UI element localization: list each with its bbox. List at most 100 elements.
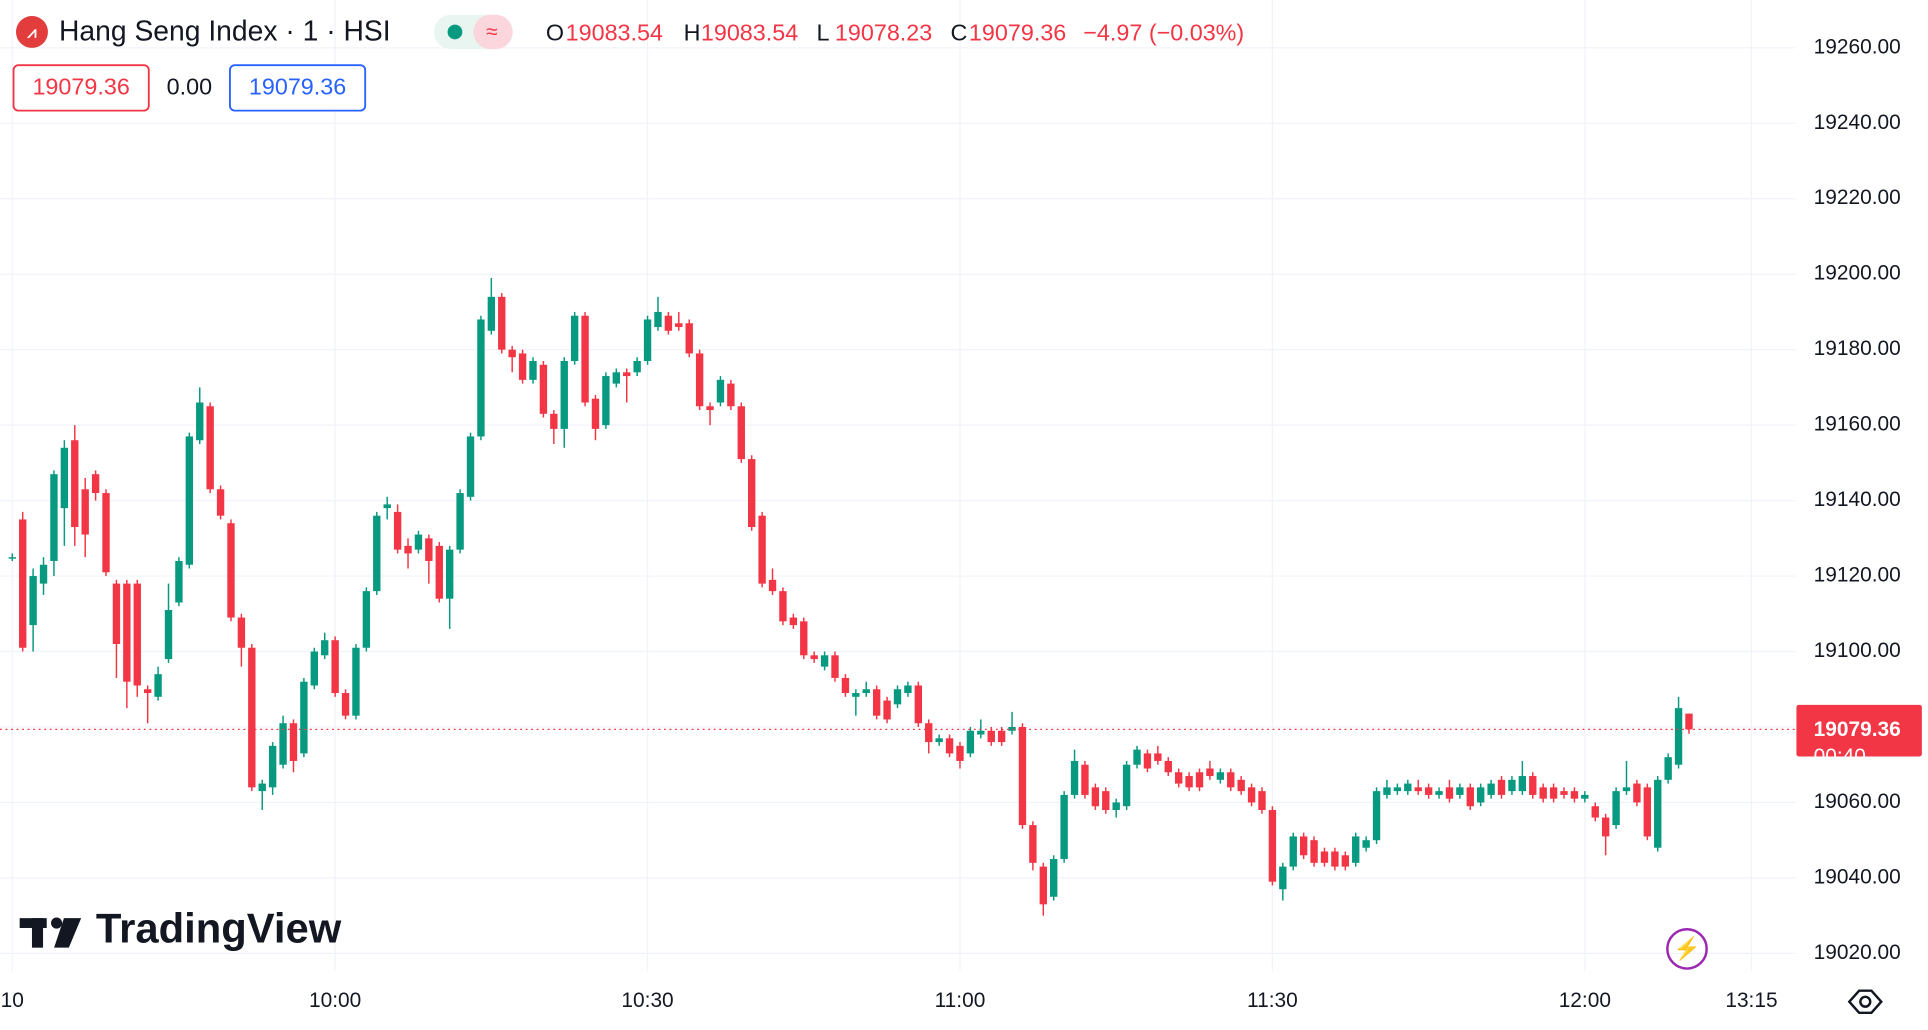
candle-body xyxy=(1643,787,1652,837)
x-tick-label: 11:30 xyxy=(1247,989,1298,1012)
y-tick-label: 19260.00 xyxy=(1814,35,1901,58)
candle-body xyxy=(1216,772,1225,780)
x-tick-label: 13:15 xyxy=(1725,989,1777,1012)
header-change: −4.97 (−0.03%) xyxy=(1083,20,1244,46)
candle-body xyxy=(768,579,777,592)
candle-body xyxy=(1622,787,1631,792)
candle-body xyxy=(643,319,652,361)
candle-body xyxy=(289,723,298,761)
candle-body xyxy=(872,689,881,716)
header-low-label: L xyxy=(816,20,829,46)
candle-body xyxy=(1206,768,1214,777)
delay-icon: ≈ xyxy=(486,21,497,44)
candle-body xyxy=(852,693,860,697)
candle-body xyxy=(143,689,152,694)
candle-body xyxy=(1018,726,1027,826)
y-tick-label: 19040.00 xyxy=(1814,865,1901,888)
candle-body xyxy=(268,745,277,788)
candle-body xyxy=(1497,779,1506,795)
candle-body xyxy=(425,538,433,561)
candle-body xyxy=(685,323,693,354)
candle-body xyxy=(1008,726,1016,731)
header-close-label: C xyxy=(950,20,967,46)
candle-body xyxy=(1050,859,1058,897)
candle-body xyxy=(1654,779,1662,848)
candle-body xyxy=(1195,772,1204,788)
candle-body xyxy=(1310,840,1318,863)
candle-body xyxy=(737,406,745,460)
candle-body xyxy=(820,655,829,667)
candle-body xyxy=(602,376,610,426)
candle-body xyxy=(185,436,194,565)
status-pill-right[interactable] xyxy=(473,14,513,50)
candle-body xyxy=(831,655,839,678)
candle-body xyxy=(352,647,360,716)
candle-body xyxy=(623,372,631,377)
candle-body xyxy=(393,511,402,550)
candle-body xyxy=(1029,825,1037,863)
candle-body xyxy=(1341,855,1349,867)
candle-body xyxy=(1518,776,1527,792)
candle-body xyxy=(1435,791,1443,795)
candle-body xyxy=(706,406,714,411)
candle-body xyxy=(383,504,391,509)
header-open-label: O xyxy=(546,20,564,46)
grid xyxy=(0,0,1796,972)
y-tick-label: 19220.00 xyxy=(1814,186,1901,209)
candle-body xyxy=(612,372,621,384)
candle-body xyxy=(487,296,496,331)
candle-body xyxy=(675,323,683,328)
chart-title: Hang Seng Index · 1 · HSI xyxy=(59,15,391,47)
x-tick-label: 10:00 xyxy=(309,989,361,1012)
y-tick-label: 19240.00 xyxy=(1814,111,1901,134)
candle-body xyxy=(810,655,818,660)
candle-body xyxy=(39,564,48,584)
candle-body xyxy=(841,677,850,694)
candle-body xyxy=(789,617,798,626)
y-tick-label: 19140.00 xyxy=(1814,488,1901,511)
last-price-box xyxy=(1796,704,1922,757)
candle-body xyxy=(560,360,568,429)
header-high-label: H xyxy=(684,20,701,46)
settings-icon[interactable] xyxy=(1847,989,1883,1015)
candle-body xyxy=(445,549,454,599)
candle-body xyxy=(81,489,89,535)
candle-body xyxy=(529,360,537,380)
candle-body xyxy=(164,610,173,660)
candle-body xyxy=(29,576,37,626)
candle-body xyxy=(362,591,371,648)
y-tick-label: 19020.00 xyxy=(1814,941,1901,964)
candle-body xyxy=(1352,836,1360,863)
candle-body xyxy=(321,640,329,656)
candle-body xyxy=(8,557,16,559)
candle-body xyxy=(695,353,704,407)
candle-body xyxy=(331,640,339,694)
candle-body xyxy=(1570,791,1579,799)
candle-body xyxy=(581,315,589,403)
bid-value: 19079.36 xyxy=(32,74,129,100)
symbol-logo xyxy=(15,15,48,48)
candle-body xyxy=(196,402,204,441)
candle-body xyxy=(748,459,756,528)
candle-body xyxy=(404,545,412,554)
last-price-label: 19079.36 xyxy=(1814,718,1901,741)
x-tick-label: 10 xyxy=(1,989,24,1012)
candle-body xyxy=(248,647,256,788)
candle-body xyxy=(1529,776,1537,795)
ask-value: 19079.36 xyxy=(249,74,346,100)
candle-body xyxy=(1445,787,1454,799)
candle-body xyxy=(1664,757,1672,780)
candle-body xyxy=(50,474,58,561)
watermark-logo xyxy=(19,917,82,948)
candle-body xyxy=(373,515,381,592)
candle-body xyxy=(1122,764,1131,807)
candle-body xyxy=(1185,776,1193,788)
settings-icon-center xyxy=(1859,995,1872,1008)
axes: 19020.0019040.0019060.0019080.0019100.00… xyxy=(0,35,1922,1012)
alert-icon[interactable] xyxy=(1666,927,1708,970)
candle-body xyxy=(935,738,943,743)
y-tick-label: 19180.00 xyxy=(1814,337,1901,360)
candle-body xyxy=(1685,713,1693,730)
